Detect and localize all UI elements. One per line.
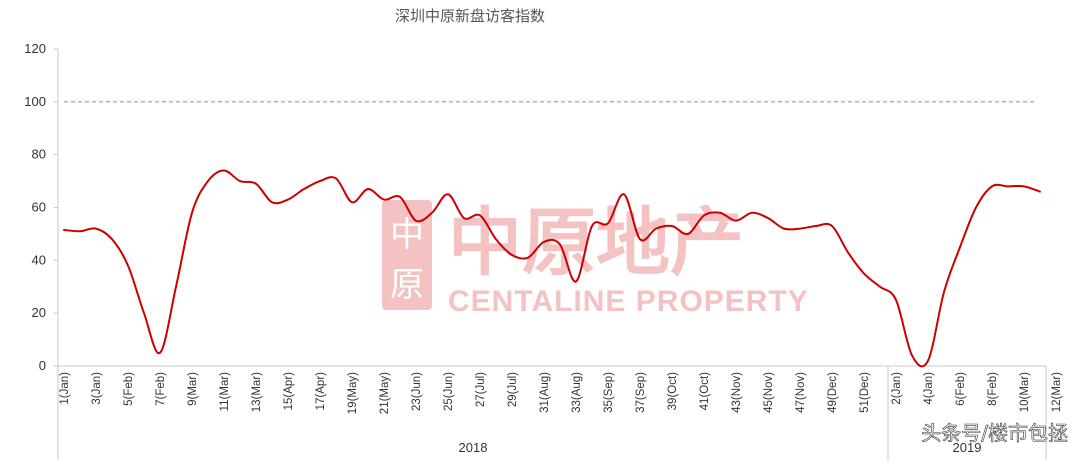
x-tick-label: 37(Sep) [635, 372, 647, 413]
watermark-logo-char-bottom: 原 [390, 265, 424, 305]
watermark-logo-seal [382, 200, 432, 310]
x-tick-label: 33(Aug) [571, 372, 583, 413]
x-tick-label: 21(May) [379, 372, 391, 414]
y-tick-label: 20 [32, 305, 46, 320]
y-tick-label: 40 [32, 252, 46, 267]
x-tick-label: 2(Jan) [891, 372, 903, 405]
x-tick-label: 5(Feb) [123, 372, 135, 406]
x-tick-label: 25(Jun) [443, 372, 455, 411]
x-tick-label: 7(Feb) [155, 372, 167, 406]
source-credit: 头条号/楼市包拯 [921, 421, 1068, 445]
x-tick-label: 8(Feb) [987, 372, 999, 406]
x-tick-label: 45(Nov) [763, 372, 775, 413]
y-tick-label: 100 [24, 94, 46, 109]
x-tick-label: 27(Jul) [475, 372, 487, 407]
watermark-english-text: CENTALINE PROPERTY [448, 285, 809, 318]
x-tick-label: 43(Nov) [731, 372, 743, 413]
series-group [63, 169, 1041, 368]
x-tick-label: 4(Jan) [923, 372, 935, 405]
x-tick-label: 41(Oct) [699, 372, 711, 411]
x-tick-label: 49(Dec) [827, 372, 839, 413]
x-tick-label: 15(Apr) [283, 372, 295, 411]
x-tick-label: 35(Sep) [603, 372, 615, 413]
x-tick-label: 6(Feb) [955, 372, 967, 406]
x-tick-label: 3(Jan) [91, 372, 103, 405]
x-tick-label: 1(Jan) [59, 372, 71, 405]
x-tick-label: 29(Jul) [507, 372, 519, 407]
watermark-chinese-text: 中原地产 [448, 200, 744, 286]
x-tick-label: 12(Mar) [1051, 372, 1063, 412]
y-axis: 0 20 40 60 80 100 120 [24, 41, 59, 460]
x-tick-label: 47(Nov) [795, 372, 807, 413]
x-tick-label: 19(May) [347, 372, 359, 414]
y-tick-label: 0 [39, 358, 46, 373]
watermark: 中 原 中原地产 CENTALINE PROPERTY [382, 200, 809, 318]
x-tick-label: 13(Mar) [251, 372, 263, 412]
x-tick-label: 17(Apr) [315, 372, 327, 411]
x-tick-label: 10(Mar) [1019, 372, 1031, 412]
x-tick-label: 9(Mar) [187, 372, 199, 406]
year-label: 2019 [953, 440, 982, 455]
x-tick-label: 11(Mar) [219, 372, 231, 412]
y-tick-label: 60 [32, 200, 46, 215]
x-tick-label: 51(Dec) [859, 372, 871, 413]
x-tick-label: 23(Jun) [411, 372, 423, 411]
year-label: 2018 [459, 440, 488, 455]
y-tick-label: 80 [32, 147, 46, 162]
x-tick-label: 31(Aug) [539, 372, 551, 413]
x-tick-label: 39(Oct) [667, 372, 679, 411]
series-line-visitor-index [63, 169, 1041, 368]
x-axis: 2018 2019 1(Jan) 3(Jan) 5(Feb) 7(Feb) 9(Mar) 11… [58, 365, 1063, 460]
chart-title: 深圳中原新盘访客指数 [395, 7, 545, 25]
y-tick-label: 120 [24, 41, 46, 56]
